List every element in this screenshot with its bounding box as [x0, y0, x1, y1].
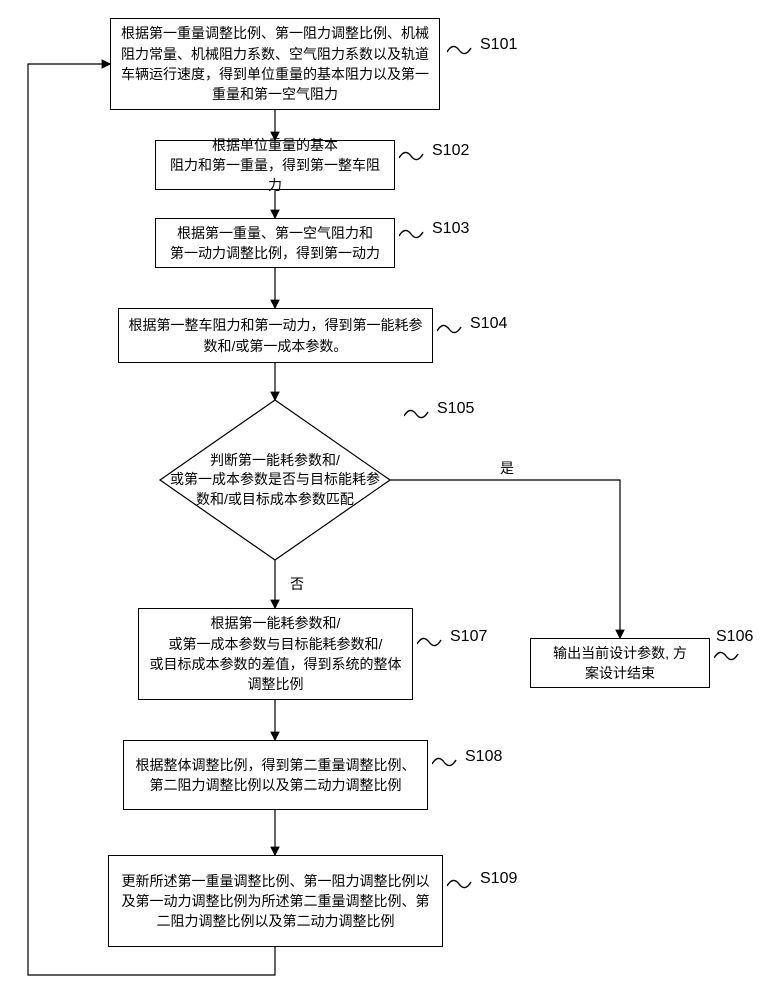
node-s105-text: 判断第一能耗参数和/ 或第一成本参数是否与目标能耗参 数和/或目标成本参数匹配	[170, 451, 380, 510]
tilde-s101	[447, 42, 477, 58]
node-s103-text: 根据第一重量、第一空气阻力和 第一动力调整比例，得到第一动力	[170, 223, 380, 264]
tilde-s103	[399, 226, 429, 242]
label-s103: S103	[432, 220, 469, 238]
tilde-s107	[417, 634, 447, 650]
node-s105-text-wrap: 判断第一能耗参数和/ 或第一成本参数是否与目标能耗参 数和/或目标成本参数匹配	[160, 430, 390, 530]
tilde-s104	[437, 321, 467, 337]
node-s109-text: 更新所述第一重量调整比例、第一阻力调整比例以及第一动力调整比例为所述第二重量调整…	[117, 871, 434, 932]
label-s106: S106	[716, 628, 753, 646]
tilde-s109	[447, 876, 477, 892]
flowchart-canvas: 根据第一重量调整比例、第一阻力调整比例、机械阻力常量、机械阻力系数、空气阻力系数…	[0, 0, 763, 1000]
edge-label-no: 否	[290, 574, 304, 594]
node-s106-text: 输出当前设计参数, 方 案设计结束	[553, 643, 687, 684]
label-s108: S108	[465, 748, 502, 766]
node-s102: 根据单位重量的基本 阻力和第一重量，得到第一整车阻力	[155, 140, 395, 190]
node-s103: 根据第一重量、第一空气阻力和 第一动力调整比例，得到第一动力	[155, 218, 395, 268]
node-s102-text: 根据单位重量的基本 阻力和第一重量，得到第一整车阻力	[164, 135, 386, 196]
label-s104: S104	[470, 315, 507, 333]
node-s104-text: 根据第一整车阻力和第一动力，得到第一能耗参数和/或第一成本参数。	[127, 315, 424, 356]
tilde-s108	[432, 754, 462, 770]
node-s108: 根据整体调整比例，得到第二重量调整比例、第二阻力调整比例以及第二动力调整比例	[123, 740, 428, 810]
node-s106: 输出当前设计参数, 方 案设计结束	[530, 638, 710, 688]
label-s109: S109	[480, 870, 517, 888]
label-s102: S102	[432, 142, 469, 160]
node-s101: 根据第一重量调整比例、第一阻力调整比例、机械阻力常量、机械阻力系数、空气阻力系数…	[110, 18, 440, 110]
node-s108-text: 根据整体调整比例，得到第二重量调整比例、第二阻力调整比例以及第二动力调整比例	[132, 755, 419, 796]
node-s101-text: 根据第一重量调整比例、第一阻力调整比例、机械阻力常量、机械阻力系数、空气阻力系数…	[119, 23, 431, 104]
tilde-s102	[399, 148, 429, 164]
tilde-s106	[714, 648, 744, 664]
tilde-s105	[404, 406, 434, 422]
node-s107-text: 根据第一能耗参数和/ 或第一成本参数与目标能耗参数和/ 或目标成本参数的差值，得…	[150, 613, 402, 694]
node-s107: 根据第一能耗参数和/ 或第一成本参数与目标能耗参数和/ 或目标成本参数的差值，得…	[138, 608, 413, 700]
node-s104: 根据第一整车阻力和第一动力，得到第一能耗参数和/或第一成本参数。	[118, 308, 433, 363]
label-s105: S105	[437, 400, 474, 418]
label-s107: S107	[450, 628, 487, 646]
edge-label-yes: 是	[500, 458, 514, 478]
node-s109: 更新所述第一重量调整比例、第一阻力调整比例以及第一动力调整比例为所述第二重量调整…	[108, 855, 443, 947]
label-s101: S101	[480, 36, 517, 54]
